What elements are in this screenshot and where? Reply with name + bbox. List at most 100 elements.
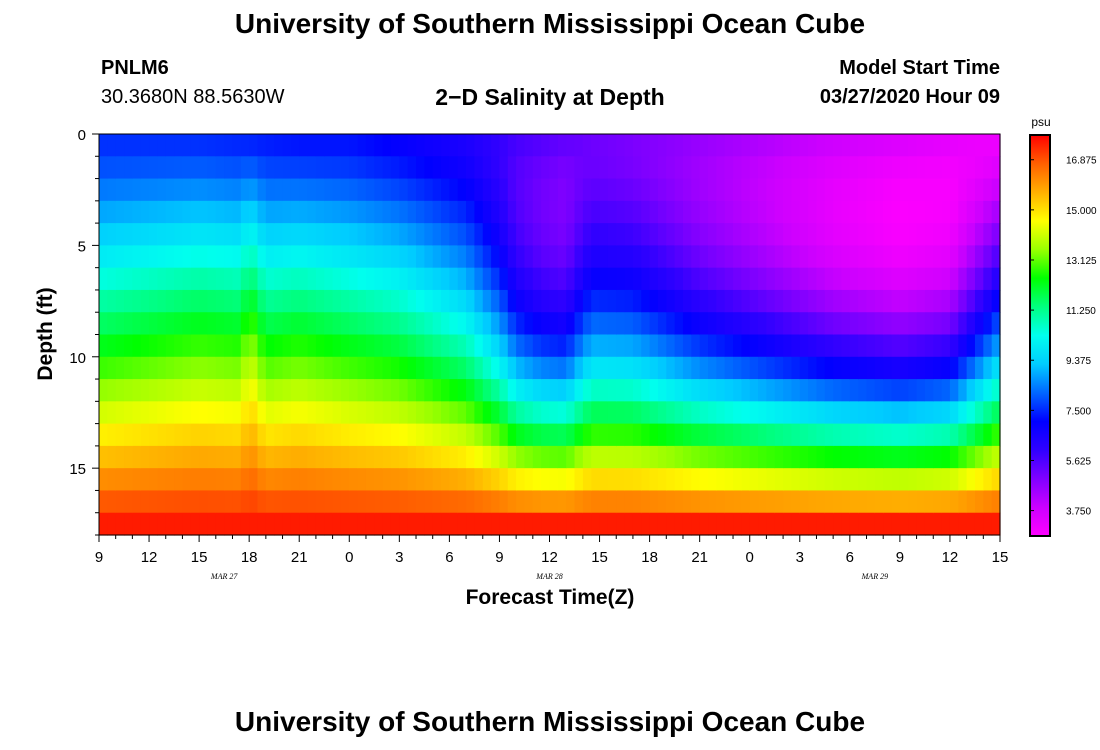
heatmap-cell bbox=[624, 423, 634, 447]
heatmap-cell bbox=[149, 156, 158, 180]
heatmap-cell bbox=[199, 156, 209, 180]
heatmap-cell bbox=[741, 490, 751, 514]
heatmap-cell bbox=[282, 134, 292, 157]
heatmap-cell bbox=[124, 379, 133, 402]
heatmap-cell bbox=[899, 267, 909, 291]
heatmap-cell bbox=[274, 289, 284, 313]
heatmap-cell bbox=[282, 401, 292, 425]
heatmap-cell bbox=[774, 468, 784, 492]
heatmap-cell bbox=[816, 312, 826, 336]
heatmap-cell bbox=[649, 356, 659, 380]
heatmap-cell bbox=[274, 490, 284, 514]
heatmap-cell bbox=[858, 356, 868, 380]
heatmap-cell bbox=[624, 356, 634, 380]
heatmap-cell bbox=[190, 245, 200, 269]
heatmap-cell bbox=[157, 356, 167, 380]
heatmap-cell bbox=[674, 334, 684, 358]
heatmap-cell bbox=[190, 178, 200, 202]
heatmap-cell bbox=[724, 245, 734, 269]
heatmap-cell bbox=[390, 445, 400, 469]
heatmap-cell bbox=[399, 156, 409, 180]
heatmap-cell bbox=[190, 423, 200, 447]
heatmap-cell bbox=[532, 334, 542, 358]
heatmap-cell bbox=[541, 468, 551, 492]
heatmap-cell bbox=[157, 134, 167, 157]
heatmap-cell bbox=[399, 445, 409, 469]
heatmap-cell bbox=[399, 379, 409, 402]
heatmap-cell bbox=[808, 379, 818, 402]
heatmap-cell bbox=[816, 245, 826, 269]
heatmap-cell bbox=[874, 445, 884, 469]
heatmap-cell bbox=[874, 245, 884, 269]
heatmap-cell bbox=[699, 468, 709, 492]
heatmap-cell bbox=[783, 312, 793, 336]
heatmap-cell bbox=[324, 445, 334, 469]
heatmap-cell bbox=[566, 223, 576, 246]
heatmap-cell bbox=[265, 267, 275, 291]
heatmap-cell bbox=[315, 223, 325, 246]
heatmap-cell bbox=[716, 134, 726, 157]
heatmap-cell bbox=[933, 312, 943, 336]
heatmap-cell bbox=[474, 468, 484, 492]
heatmap-cell bbox=[232, 490, 242, 514]
heatmap-cell bbox=[157, 267, 167, 291]
heatmap-cell bbox=[916, 245, 926, 269]
heatmap-cell bbox=[741, 200, 751, 224]
heatmap-cell bbox=[849, 445, 859, 469]
heatmap-cell bbox=[207, 312, 217, 336]
heatmap-cell bbox=[357, 401, 367, 425]
heatmap-cell bbox=[224, 512, 234, 536]
heatmap-cell bbox=[924, 379, 934, 402]
heatmap-cell bbox=[599, 289, 609, 313]
heatmap-cell bbox=[733, 423, 742, 447]
heatmap-cell bbox=[657, 401, 667, 425]
heatmap-cell bbox=[149, 134, 158, 157]
heatmap-cell bbox=[616, 445, 626, 469]
heatmap-cell bbox=[749, 379, 759, 402]
heatmap-cell bbox=[257, 312, 267, 336]
heatmap-cell bbox=[874, 200, 884, 224]
heatmap-cell bbox=[791, 401, 801, 425]
heatmap-cell bbox=[641, 289, 651, 313]
heatmap-cell bbox=[883, 223, 893, 246]
heatmap-cell bbox=[916, 267, 926, 291]
heatmap-cell bbox=[699, 356, 709, 380]
heatmap-cell bbox=[674, 423, 684, 447]
heatmap-cell bbox=[733, 468, 742, 492]
heatmap-cell bbox=[407, 134, 417, 157]
heatmap-cell bbox=[449, 267, 459, 291]
heatmap-cell bbox=[532, 245, 542, 269]
heatmap-cell bbox=[399, 423, 409, 447]
heatmap-cell bbox=[924, 223, 934, 246]
heatmap-cell bbox=[674, 490, 684, 514]
heatmap-cell bbox=[691, 401, 701, 425]
heatmap-cell bbox=[641, 334, 651, 358]
x-tick-label: 12 bbox=[541, 549, 558, 566]
colorbar: psu 16.87515.00013.12511.2509.3757.5005.… bbox=[1029, 115, 1097, 537]
heatmap-cell bbox=[766, 223, 776, 246]
heatmap-cell bbox=[549, 312, 559, 336]
heatmap-cell bbox=[482, 245, 492, 269]
heatmap-cell bbox=[641, 512, 651, 536]
heatmap-cell bbox=[265, 356, 275, 380]
heatmap-cell bbox=[340, 223, 350, 246]
heatmap-cell bbox=[574, 445, 584, 469]
heatmap-cell bbox=[674, 512, 684, 536]
heatmap-cell bbox=[99, 334, 108, 358]
heatmap-cell bbox=[733, 200, 742, 224]
heatmap-cell bbox=[215, 468, 225, 492]
heatmap-cell bbox=[199, 356, 209, 380]
heatmap-cell bbox=[132, 178, 142, 202]
heatmap-cell bbox=[207, 178, 217, 202]
heatmap-cell bbox=[641, 178, 651, 202]
heatmap-cell bbox=[507, 334, 517, 358]
heatmap-cell bbox=[758, 156, 767, 180]
heatmap-cell bbox=[457, 200, 467, 224]
heatmap-cell bbox=[149, 379, 158, 402]
heatmap-cell bbox=[207, 356, 217, 380]
heatmap-cell bbox=[349, 156, 359, 180]
heatmap-cell bbox=[949, 156, 959, 180]
heatmap-cell bbox=[307, 134, 317, 157]
heatmap-cell bbox=[899, 423, 909, 447]
heatmap-cell bbox=[783, 490, 793, 514]
